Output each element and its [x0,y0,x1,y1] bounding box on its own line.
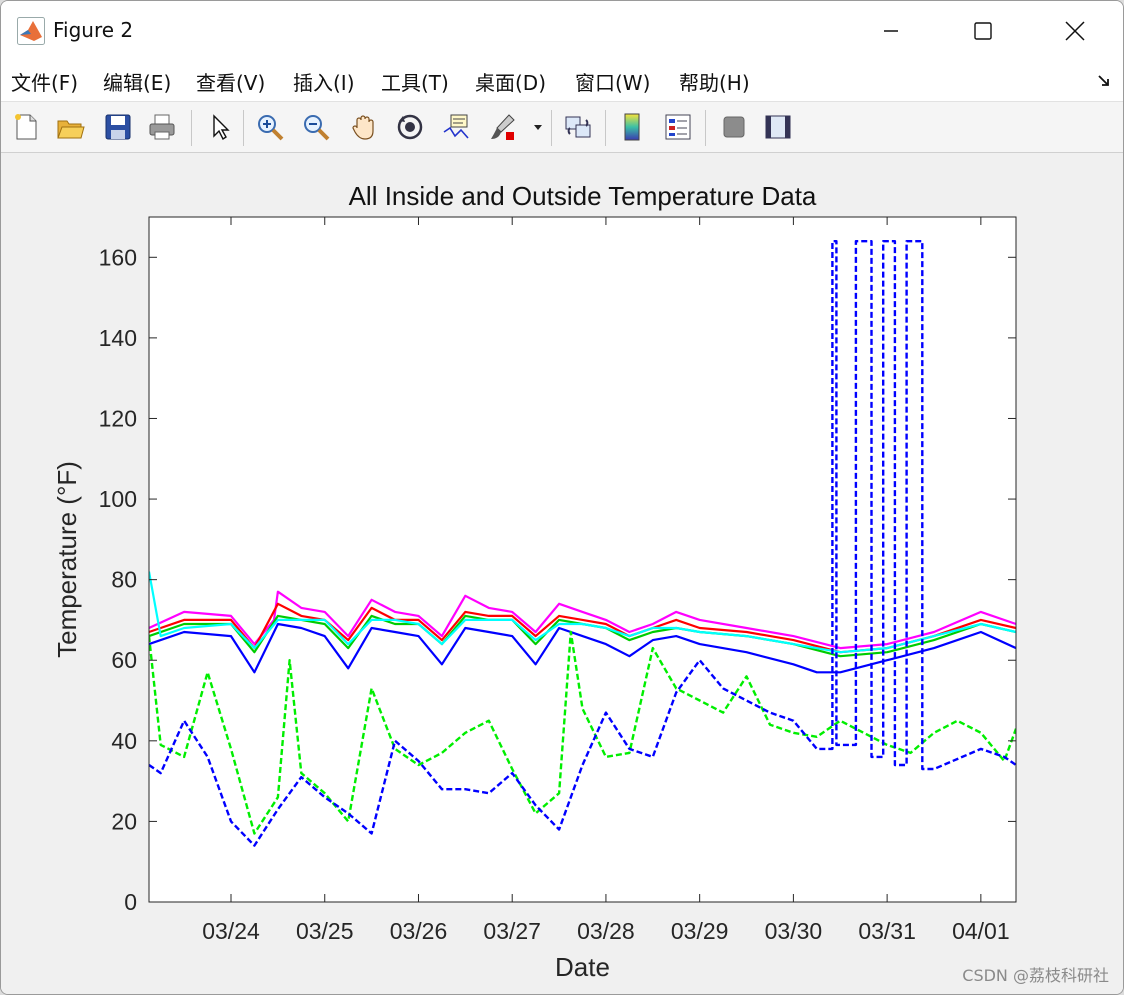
brush-icon[interactable] [485,110,519,144]
watermark: CSDN @荔枝科研社 [962,966,1109,985]
series-line-7 [149,239,1016,847]
series-group [149,239,1016,847]
legend-icon[interactable] [661,110,695,144]
x-tick-label: 03/26 [390,918,448,944]
x-tick-label: 03/31 [858,918,916,944]
y-tick-label: 160 [99,244,137,270]
y-tick-label: 20 [111,808,137,834]
pointer-icon[interactable] [203,110,237,144]
window-title: Figure 2 [53,18,134,42]
toolbar-separator [243,110,244,146]
y-tick-label: 100 [99,486,137,512]
close-icon [1065,21,1085,41]
hide-plot-tools-icon[interactable] [717,110,751,144]
title-bar: Figure 2 [1,1,1123,59]
toolbar-separator [191,110,192,146]
figure-canvas: 0 20 40 60 80 100 120 140 160 03/24 03/25 03/26 03/2… [1,153,1123,994]
matlab-logo-icon [17,17,45,45]
series-line-4 [149,622,1016,674]
brush-dropdown-icon[interactable] [529,110,547,144]
x-tick-label: 03/24 [202,918,260,944]
y-tick-label: 80 [111,567,137,593]
y-axis-label: Temperature (°F) [52,461,82,658]
y-tick-label: 40 [111,728,137,754]
dock-arrow-icon[interactable] [1097,73,1111,92]
menu-help[interactable]: 帮助(H) [679,71,750,95]
minimize-icon [884,30,898,32]
toolbar-separator [551,110,552,146]
toolbar-separator [705,110,706,146]
chart-title: All Inside and Outside Temperature Data [349,181,817,211]
x-tick-label: 03/27 [483,918,541,944]
show-plot-tools-icon[interactable] [761,110,795,144]
print-icon[interactable] [145,110,179,144]
figure-toolbar [1,102,1123,153]
menu-bar: 文件(F) 编辑(E) 查看(V) 插入(I) 工具(T) 桌面(D) 窗口(W… [1,59,1123,102]
x-tick-label: 03/25 [296,918,354,944]
save-icon[interactable] [101,110,135,144]
minimize-button[interactable] [869,9,913,53]
series-line-6 [149,630,1016,835]
x-axis-label: Date [555,952,610,982]
link-plot-icon[interactable] [561,110,595,144]
series-line-1 [149,590,1016,650]
x-tick-label: 04/01 [952,918,1010,944]
menu-insert[interactable]: 插入(I) [293,71,355,95]
menu-window[interactable]: 窗口(W) [575,71,651,95]
menu-edit[interactable]: 编辑(E) [103,71,172,95]
menu-file[interactable]: 文件(F) [11,71,79,95]
colorbar-icon[interactable] [615,110,649,144]
zoom-in-icon[interactable] [253,110,287,144]
menu-desktop[interactable]: 桌面(D) [475,71,547,95]
y-tick-label: 120 [99,405,137,431]
open-file-icon[interactable] [53,110,87,144]
toolbar-separator [605,110,606,146]
menu-tools[interactable]: 工具(T) [381,71,449,95]
new-figure-icon[interactable] [9,110,43,144]
y-tick-label: 140 [99,325,137,351]
y-tick-label: 60 [111,647,137,673]
chart-svg: 0 20 40 60 80 100 120 140 160 03/24 03/25 03/26 03/2… [52,181,1017,982]
axes-frame [148,216,1017,903]
x-tick-label: 03/28 [577,918,635,944]
rotate-3d-icon[interactable] [393,110,427,144]
series-line-5 [149,571,1016,654]
data-cursor-icon[interactable] [439,110,473,144]
x-tick-label: 03/30 [765,918,823,944]
plot-area [149,217,1016,902]
x-tick-label: 03/29 [671,918,729,944]
pan-hand-icon[interactable] [347,110,381,144]
maximize-button[interactable] [961,9,1005,53]
y-tick-label: 0 [124,889,137,915]
zoom-out-icon[interactable] [299,110,333,144]
series-line-2 [149,602,1016,654]
close-button[interactable] [1053,9,1097,53]
menu-view[interactable]: 查看(V) [196,71,266,95]
maximize-icon [974,22,992,40]
